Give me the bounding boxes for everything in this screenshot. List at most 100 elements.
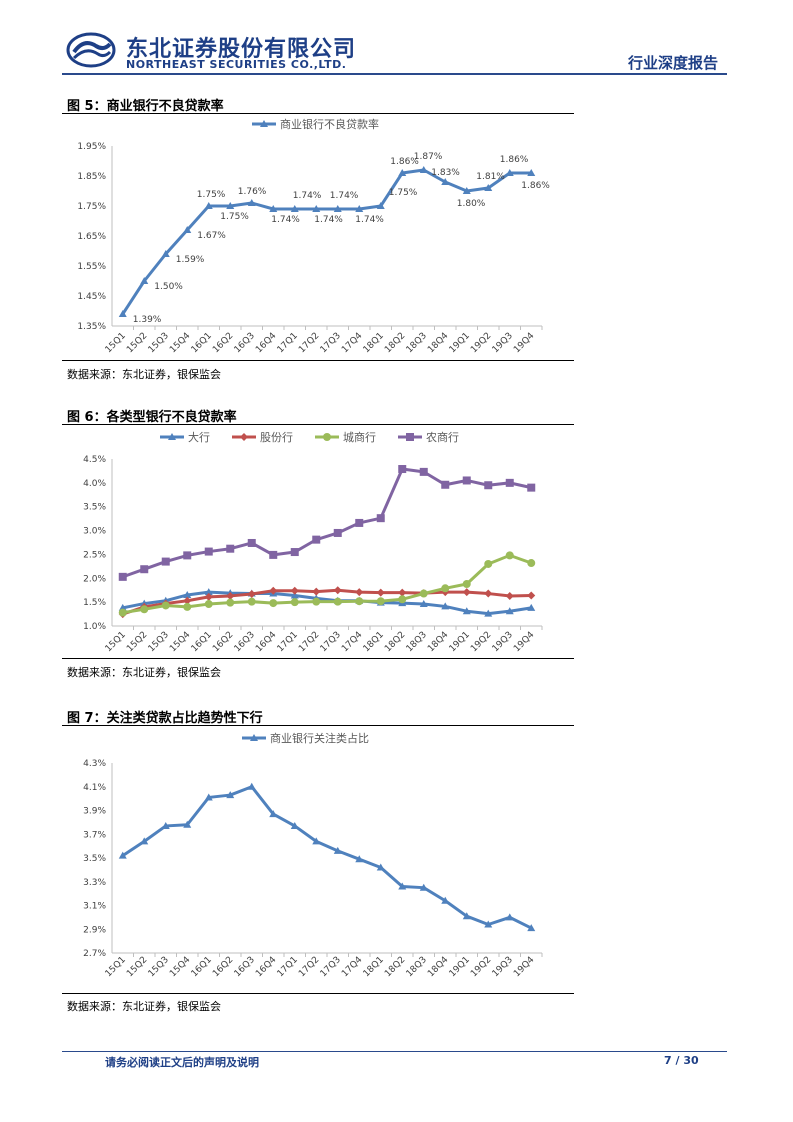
x-tick-label: 17Q1 — [276, 955, 300, 979]
data-point — [118, 608, 127, 617]
y-tick-label: 3.7% — [83, 830, 106, 840]
legend-marker — [406, 433, 414, 441]
data-point — [226, 598, 235, 607]
x-tick-label: 17Q4 — [340, 331, 364, 355]
data-label: 1.74% — [314, 215, 343, 225]
x-tick-label: 16Q1 — [190, 630, 214, 654]
data-point — [376, 597, 385, 606]
data-label: 1.87% — [414, 152, 443, 162]
data-point — [376, 588, 385, 597]
company-logo — [66, 32, 116, 68]
data-label: 1.74% — [271, 215, 300, 225]
data-point — [247, 590, 256, 599]
data-point — [247, 538, 256, 547]
legend-marker — [260, 120, 268, 127]
footer-divider — [62, 1051, 727, 1052]
y-tick-label: 4.0% — [83, 479, 106, 489]
x-tick-label: 19Q1 — [448, 630, 472, 654]
figure-7-source: 数据来源：东北证券，银保监会 — [67, 1000, 221, 1013]
y-tick-label: 3.9% — [83, 807, 106, 817]
data-point — [505, 169, 514, 176]
data-label: 1.76% — [238, 187, 267, 197]
data-point — [441, 480, 450, 489]
data-point — [441, 896, 450, 904]
legend-marker — [250, 734, 258, 741]
legend-marker — [168, 433, 176, 440]
x-tick-label: 18Q1 — [362, 331, 386, 355]
data-point — [484, 589, 493, 598]
x-tick-label: 17Q3 — [319, 630, 343, 654]
x-tick-label: 16Q1 — [190, 955, 214, 979]
series-line — [122, 467, 532, 579]
page-number: 7 / 30 — [664, 1054, 699, 1067]
y-tick-label: 4.5% — [83, 455, 106, 465]
y-tick-label: 1.65% — [77, 232, 106, 242]
data-point — [204, 588, 213, 596]
x-tick-label: 15Q2 — [125, 630, 149, 654]
figure-6-bottom-rule — [62, 658, 574, 659]
data-point — [312, 597, 321, 606]
figure-7-top-rule — [62, 725, 574, 726]
data-point — [269, 810, 278, 818]
report-type: 行业深度报告 — [628, 54, 719, 72]
data-point — [527, 603, 536, 611]
company-name-en: NORTHEAST SECURITIES CO.,LTD. — [126, 58, 347, 71]
data-point — [355, 518, 364, 527]
y-tick-label: 2.5% — [83, 550, 106, 560]
company-name-cn: 东北证券股份有限公司 — [126, 37, 357, 62]
footer-disclaimer: 请务必阅读正文后的声明及说明 — [105, 1056, 259, 1069]
data-point — [290, 548, 299, 557]
data-point — [140, 565, 149, 574]
x-tick-label: 16Q4 — [254, 630, 278, 654]
data-point — [376, 202, 385, 209]
data-point — [484, 184, 493, 191]
y-tick-label: 3.5% — [83, 854, 106, 864]
data-point — [118, 572, 127, 581]
figure-7-bottom-rule — [62, 993, 574, 994]
data-label: 1.74% — [293, 191, 322, 201]
data-label: 1.83% — [431, 168, 460, 178]
x-tick-label: 18Q3 — [405, 630, 429, 654]
data-point — [204, 793, 213, 801]
data-point — [398, 882, 407, 890]
data-point — [355, 205, 364, 212]
y-tick-label: 1.45% — [77, 292, 106, 302]
data-label: 1.39% — [133, 315, 162, 325]
x-tick-label: 19Q2 — [469, 331, 493, 355]
data-point — [376, 514, 385, 523]
y-tick-label: 1.55% — [77, 262, 106, 272]
data-point — [419, 166, 428, 173]
x-tick-label: 18Q1 — [362, 955, 386, 979]
x-tick-label: 16Q3 — [233, 630, 257, 654]
x-tick-label: 15Q3 — [147, 630, 171, 654]
x-tick-label: 17Q1 — [276, 630, 300, 654]
figure-6-title: 图 6：各类型银行不良贷款率 — [67, 410, 237, 425]
data-label: 1.59% — [176, 255, 205, 265]
y-tick-label: 2.9% — [83, 925, 106, 935]
data-point — [398, 588, 407, 597]
x-tick-label: 17Q1 — [276, 331, 300, 355]
x-tick-label: 15Q3 — [147, 955, 171, 979]
y-tick-label: 2.7% — [83, 949, 106, 959]
data-point — [505, 478, 514, 487]
data-point — [140, 605, 149, 614]
legend-marker — [323, 433, 331, 441]
x-tick-label: 19Q2 — [469, 955, 493, 979]
data-point — [161, 250, 170, 257]
x-tick-label: 19Q1 — [448, 955, 472, 979]
x-tick-label: 16Q2 — [211, 630, 235, 654]
data-label: 1.74% — [330, 191, 359, 201]
data-point — [333, 528, 342, 537]
x-tick-label: 15Q4 — [168, 331, 192, 355]
x-tick-label: 17Q4 — [340, 630, 364, 654]
x-tick-label: 16Q4 — [254, 955, 278, 979]
x-tick-label: 16Q2 — [211, 955, 235, 979]
data-point — [183, 602, 192, 611]
data-point — [312, 837, 321, 845]
x-tick-label: 15Q1 — [104, 955, 128, 979]
data-point — [118, 310, 127, 317]
data-point — [118, 851, 127, 859]
data-point — [204, 202, 213, 209]
x-tick-label: 18Q2 — [383, 331, 407, 355]
x-tick-label: 18Q4 — [426, 630, 450, 654]
